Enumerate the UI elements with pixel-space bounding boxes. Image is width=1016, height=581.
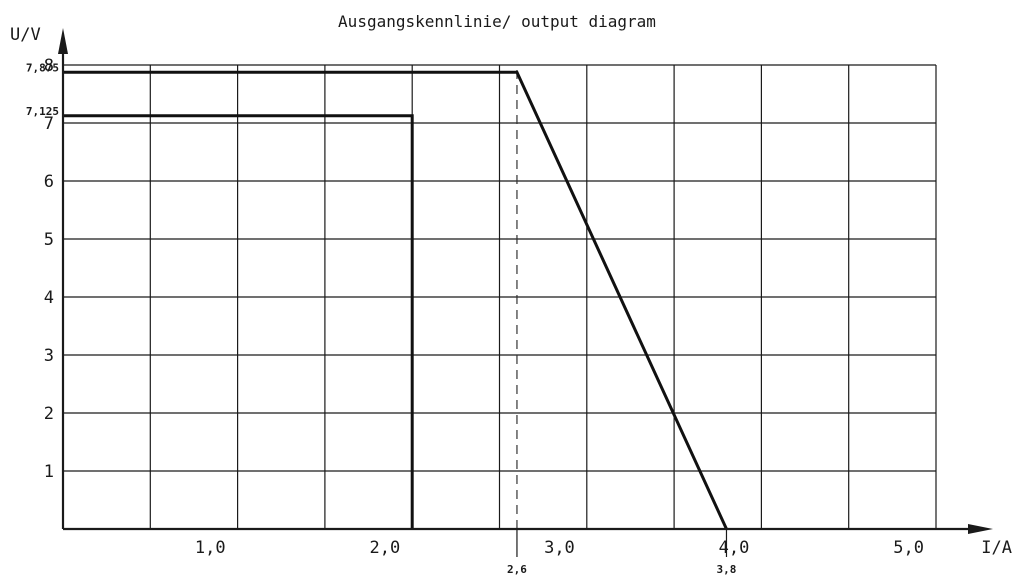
- y-tick-label-5: 6: [44, 172, 54, 192]
- y-axis-arrow-icon: [58, 28, 68, 54]
- y-annotation-label-1: 7,125: [26, 105, 59, 118]
- x-tick-label-3: 4,0: [719, 538, 750, 558]
- label-layer: 1 2 3 4 5 6 7 87,875 7,125 1,0 2,0 3,0 4,0 5,0 2,6 3,8: [26, 56, 924, 576]
- x-tick-label-0: 1,0: [195, 538, 226, 558]
- series-layer: [63, 70, 728, 530]
- chart-title: Ausgangskennlinie/ output diagram: [338, 12, 656, 31]
- x-tick-label-2: 3,0: [544, 538, 575, 558]
- x-tick-label-1: 2,0: [369, 538, 400, 558]
- y-axis-label: U/V: [10, 25, 41, 45]
- x-axis-arrow-icon: [968, 524, 993, 534]
- y-tick-label-4: 5: [44, 230, 54, 250]
- series-line-1: [63, 114, 414, 529]
- x-tick-label-4: 5,0: [893, 538, 924, 558]
- y-tick-label-3: 4: [44, 288, 54, 308]
- axis-layer: [58, 28, 993, 534]
- grid-layer: [63, 64, 937, 529]
- y-annotation-label-0: 7,875: [26, 61, 59, 74]
- y-tick-label-1: 2: [44, 404, 54, 424]
- x-annotation-label-0: 2,6: [507, 563, 527, 576]
- y-tick-label-2: 3: [44, 346, 54, 366]
- y-tick-label-6: 7: [44, 114, 54, 134]
- y-tick-label-0: 1: [44, 462, 54, 482]
- x-axis-label: I/A: [981, 538, 1012, 558]
- series-line-0: [63, 70, 728, 530]
- x-annotation-label-1: 3,8: [717, 563, 737, 576]
- y-tick-label-7: 8: [44, 56, 54, 76]
